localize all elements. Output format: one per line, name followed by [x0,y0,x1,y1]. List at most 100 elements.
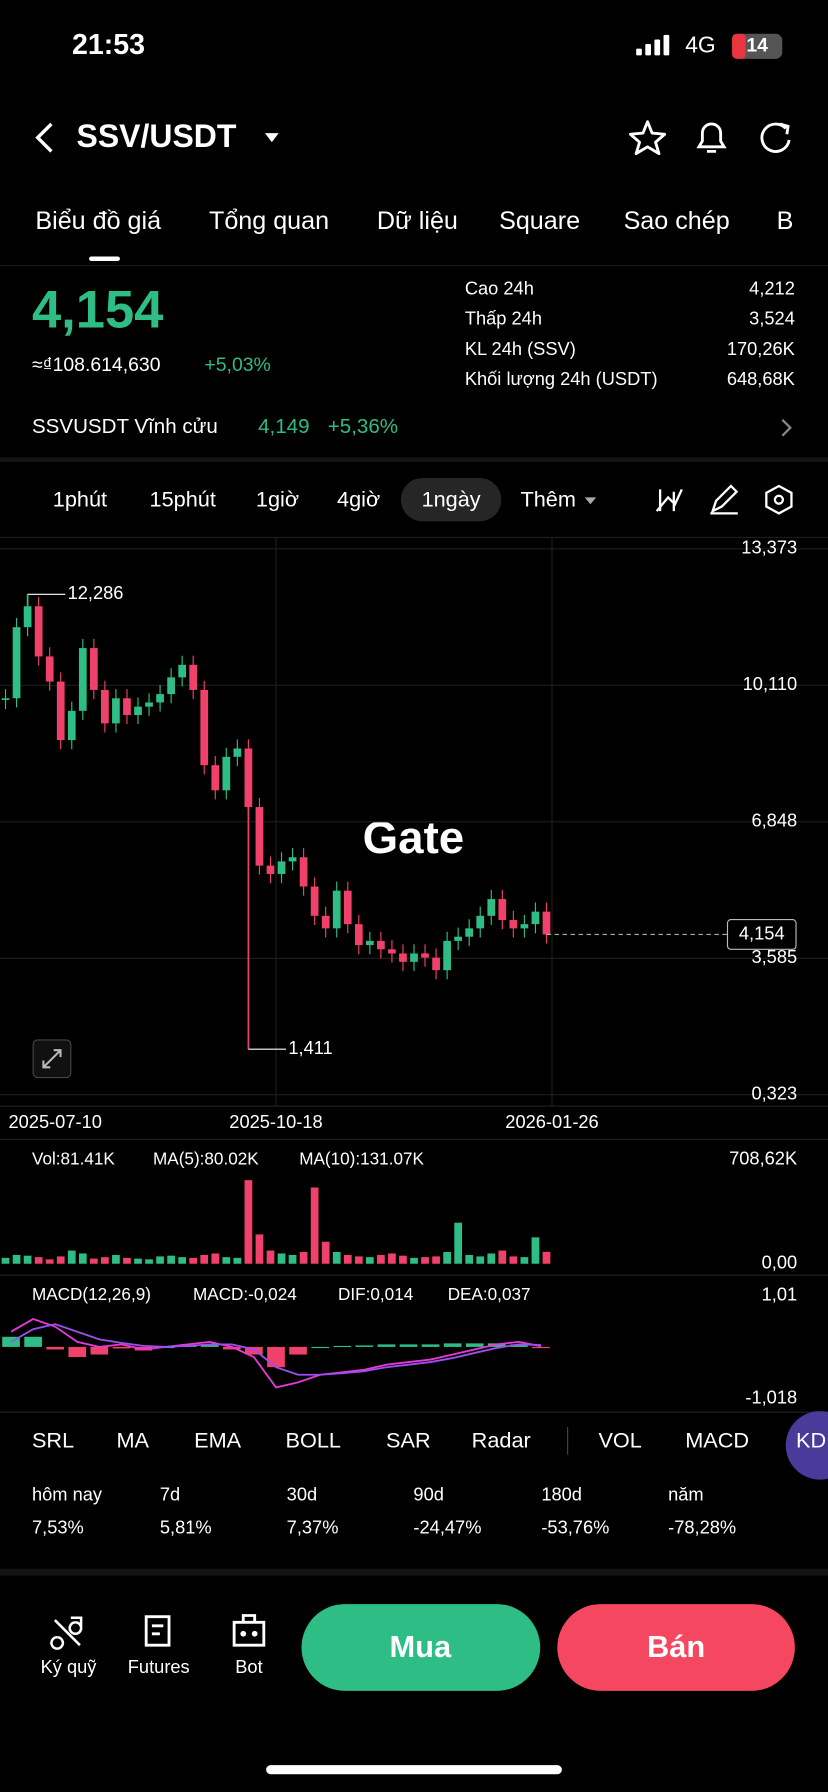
stat-value: 648,68K [727,368,795,389]
macd-bar [46,1346,65,1350]
pair-dropdown[interactable] [264,133,279,143]
volume-axis-label: 708,62K [729,1148,797,1169]
volume-bar [244,1180,253,1264]
interval[interactable]: 1giờ [256,487,299,512]
macd-bar [245,1346,263,1355]
indicator-tab[interactable]: Radar [472,1428,531,1453]
volume-bar [531,1237,540,1264]
macd-bar [200,1344,219,1347]
margin-icon [50,1616,83,1650]
period-label: 90d [413,1483,443,1504]
indicator-tab[interactable]: BOLL [286,1428,341,1453]
candle [145,702,153,707]
interval[interactable]: 1phút [53,487,107,512]
candle [343,890,352,925]
candle [45,656,54,682]
candle [432,957,440,971]
status-time: 21:53 [72,29,145,61]
settings-button[interactable] [765,484,793,515]
tab[interactable]: Sao chép [624,207,730,235]
share-button[interactable] [760,122,791,153]
alert-button[interactable] [696,122,727,153]
candle [189,664,198,690]
volume-bar [167,1255,175,1264]
tab[interactable]: Tổng quan [209,207,329,235]
volume-bar [465,1254,474,1264]
volume-bar [432,1256,440,1264]
volume-bar [233,1257,242,1264]
volume-bar [509,1256,518,1264]
macd-legend: DIF:0,014 [338,1284,414,1304]
battery-level [732,33,746,59]
macd-bar [510,1344,528,1347]
perpetual-change: +5,36% [328,415,398,438]
interval[interactable]: 4giờ [337,487,380,512]
favorite-button[interactable] [628,120,667,156]
indicator-tab[interactable]: SRL [32,1428,74,1453]
indicator-tab[interactable]: MACD [685,1428,749,1453]
action-label[interactable]: Bot [235,1656,262,1677]
indicator-tab[interactable]: EMA [194,1428,242,1453]
stat-label: Khối lượng 24h (USDT) [465,368,658,389]
buy-button[interactable] [301,1604,541,1691]
action-label[interactable]: Futures [128,1656,190,1677]
volume-bar [421,1257,429,1264]
pair-title[interactable]: SSV/USDT [77,118,237,154]
volume-bar [101,1257,109,1264]
candle [332,890,341,929]
volume-bar [189,1257,198,1264]
interval[interactable]: 1ngày [422,487,481,512]
macd-bar [2,1336,20,1347]
more-dropdown[interactable] [584,497,597,505]
tab[interactable]: Square [499,207,580,235]
tab[interactable]: Biểu đồ giá [35,207,161,235]
macd-bar [465,1343,484,1347]
volume-bar [45,1259,54,1264]
macd-bar [333,1345,352,1348]
candle [509,919,518,929]
volume-bar [12,1254,21,1264]
back-button[interactable] [35,122,53,153]
perpetual-chevron[interactable] [781,418,792,437]
indicator-tab[interactable]: MA [116,1428,149,1453]
candle [167,677,175,695]
action-label[interactable]: Ký quỹ [41,1656,98,1677]
volume-legend: MA(10):131.07K [299,1148,424,1168]
candle [67,710,76,741]
divider [0,457,828,463]
macd-bar [311,1346,329,1349]
interval[interactable]: 15phút [150,487,216,512]
macd-bar [443,1343,462,1347]
period-change: 7,53% [32,1517,84,1538]
tab[interactable]: Dữ liệu [377,207,458,235]
floating-button[interactable] [785,1411,828,1480]
volume-bar [134,1258,142,1264]
indicator-button[interactable] [655,488,683,512]
macd-bar [90,1346,109,1355]
fullscreen-icon [42,1049,62,1069]
volume-legend: MA(5):80.02K [153,1148,259,1168]
period-change: -24,47% [413,1517,481,1538]
period-label: 30d [287,1483,317,1504]
sell-button[interactable] [557,1604,795,1691]
candle [321,915,330,929]
watermark: Gate [363,812,465,863]
volume-bar [89,1258,98,1264]
draw-button[interactable] [710,484,739,515]
perpetual-name[interactable]: SSVUSDT Vĩnh cửu [32,415,218,438]
volume-bar [255,1234,264,1264]
period-label: năm [668,1483,704,1504]
indicator-tab[interactable]: SAR [386,1428,431,1453]
indicator-tab[interactable]: VOL [598,1428,641,1453]
candle [156,694,164,703]
candle [134,706,142,716]
tab[interactable]: B [777,207,794,235]
fiat-price: ≈₫108.614,630 [32,354,161,376]
interval[interactable]: Thêm [520,487,575,512]
candle [365,940,374,946]
y-tick-label: 10,110 [743,673,798,694]
macd-bar [112,1346,131,1349]
indicator-tab[interactable]: KD [796,1428,826,1453]
candle [12,627,21,699]
